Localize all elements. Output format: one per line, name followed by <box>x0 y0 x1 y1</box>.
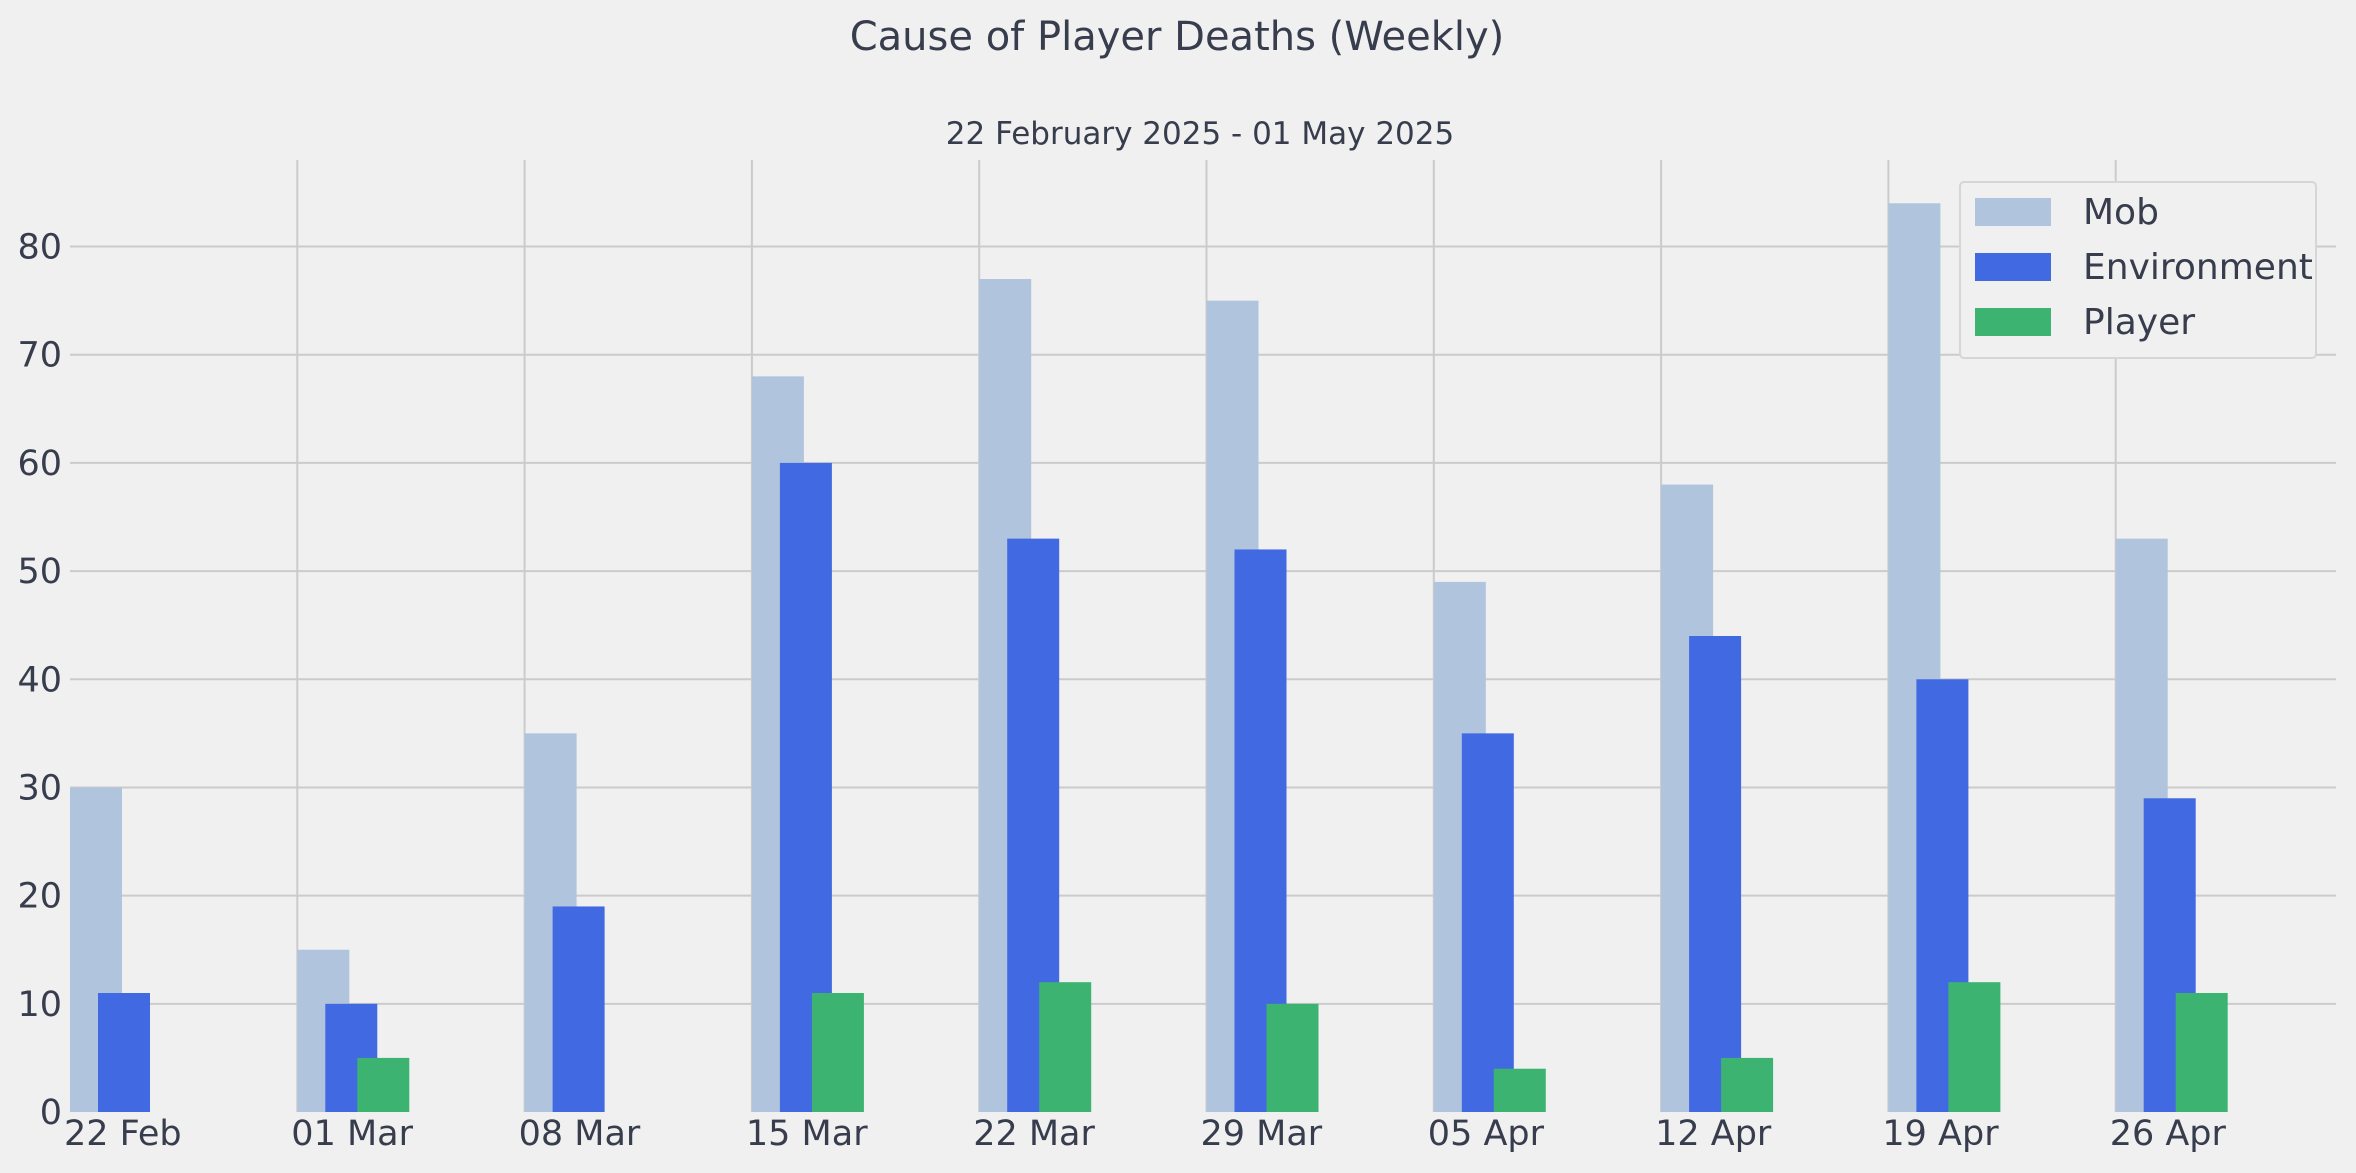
bar-player <box>1039 982 1092 1112</box>
chart-title: Cause of Player Deaths (Weekly) <box>850 14 1505 60</box>
bar-environment <box>552 906 605 1112</box>
x-tick-label: 22 Mar <box>973 1114 1095 1154</box>
bar-environment <box>1461 733 1514 1112</box>
y-tick-label: 30 <box>17 768 62 808</box>
x-tick-label: 01 Mar <box>291 1114 413 1154</box>
x-tick-label: 29 Mar <box>1201 1114 1323 1154</box>
x-axis-ticks: 22 Feb 01 Mar 08 Mar 15 Mar 22 Mar 29 Mar 05 A… <box>64 1114 2227 1154</box>
x-tick-label: 05 Apr <box>1428 1114 1545 1154</box>
x-tick-label: 22 Feb <box>64 1114 182 1154</box>
bar-player <box>811 993 864 1112</box>
x-tick-label: 19 Apr <box>1882 1114 1999 1154</box>
x-tick-label: 15 Mar <box>746 1114 868 1154</box>
y-tick-label: 40 <box>17 660 62 700</box>
y-tick-label: 0 <box>40 1093 62 1133</box>
bar-player <box>1721 1057 1774 1112</box>
x-tick-label: 08 Mar <box>519 1114 641 1154</box>
y-tick-label: 20 <box>17 877 62 917</box>
bar-player <box>1493 1068 1546 1112</box>
legend-label-mob: Mob <box>2083 192 2159 233</box>
x-tick-label: 26 Apr <box>2110 1114 2227 1154</box>
y-tick-label: 60 <box>17 444 62 484</box>
legend-swatch-mob <box>1975 198 2051 226</box>
legend-swatch-environment <box>1975 253 2051 281</box>
y-tick-label: 80 <box>17 228 62 268</box>
bar-player <box>357 1057 410 1112</box>
bar-player <box>2175 993 2228 1112</box>
bar-player <box>1948 982 2001 1112</box>
legend-label-player: Player <box>2083 302 2195 343</box>
legend-label-environment: Environment <box>2083 247 2313 288</box>
bar-environment <box>1689 636 1742 1112</box>
bar-environment <box>98 993 150 1112</box>
legend-swatch-player <box>1975 308 2051 336</box>
x-tick-label: 12 Apr <box>1655 1114 1772 1154</box>
bars <box>70 203 2228 1113</box>
chart-subtitle: 22 February 2025 - 01 May 2025 <box>946 116 1454 152</box>
y-axis-ticks: 0 10 20 30 40 50 60 70 80 <box>17 228 62 1133</box>
legend: Mob Environment Player <box>1959 181 2317 359</box>
y-tick-label: 70 <box>17 336 62 376</box>
y-tick-label: 50 <box>17 552 62 592</box>
y-tick-label: 10 <box>17 985 62 1025</box>
bar-player <box>1266 1003 1319 1112</box>
